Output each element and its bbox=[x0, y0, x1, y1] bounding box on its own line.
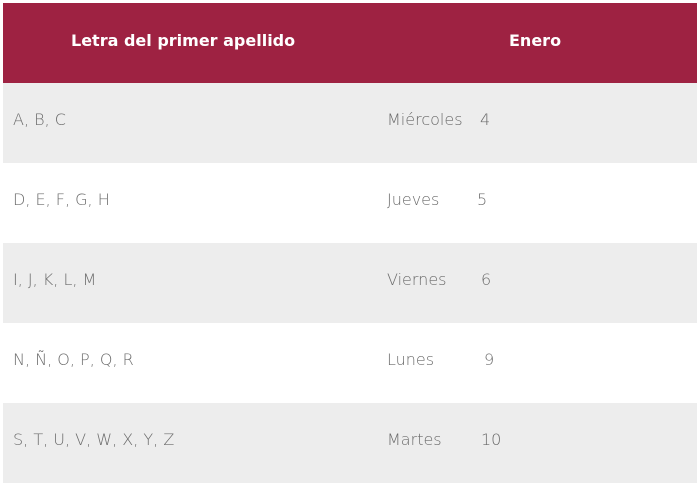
table-row: D, E, F, G, H Jueves 5 bbox=[3, 163, 697, 243]
table-row: S, T, U, V, W, X, Y, Z Martes 10 bbox=[3, 403, 697, 483]
table-row: A, B, C Miércoles 4 bbox=[3, 83, 697, 163]
date-cell: 4 bbox=[480, 110, 491, 129]
day-cell: Martes bbox=[387, 430, 442, 449]
letters-cell: I, J, K, L, M bbox=[13, 270, 97, 289]
date-cell: 5 bbox=[477, 190, 488, 209]
letters-cell: D, E, F, G, H bbox=[13, 190, 110, 209]
day-cell: Lunes bbox=[387, 350, 435, 369]
letters-cell: A, B, C bbox=[13, 110, 66, 129]
header-letter: Letra del primer apellido bbox=[71, 31, 296, 50]
table-row: N, Ñ, O, P, Q, R Lunes 9 bbox=[3, 323, 697, 403]
date-cell: 6 bbox=[481, 270, 492, 289]
table-row: I, J, K, L, M Viernes 6 bbox=[3, 243, 697, 323]
date-cell: 10 bbox=[481, 430, 502, 449]
day-cell: Miércoles bbox=[387, 110, 463, 129]
header-month: Enero bbox=[509, 31, 562, 50]
schedule-table: Letra del primer apellido Enero A, B, C … bbox=[3, 3, 697, 483]
table-header: Letra del primer apellido Enero bbox=[3, 3, 697, 83]
letters-cell: N, Ñ, O, P, Q, R bbox=[13, 350, 134, 369]
date-cell: 9 bbox=[484, 350, 495, 369]
day-cell: Viernes bbox=[387, 270, 447, 289]
day-cell: Jueves bbox=[387, 190, 440, 209]
letters-cell: S, T, U, V, W, X, Y, Z bbox=[13, 430, 175, 449]
